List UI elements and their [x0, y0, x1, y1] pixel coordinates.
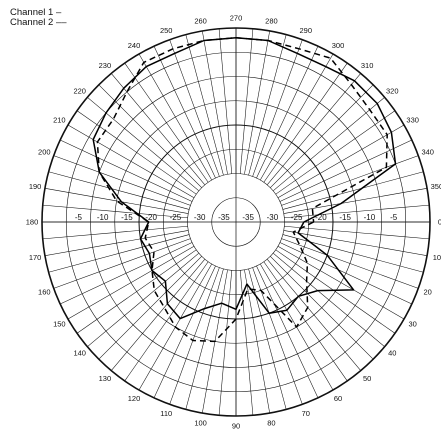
series-line-channel-1 [92, 36, 397, 320]
legend: Channel 1 – Channel 2 –– [10, 8, 67, 28]
radial-tick-label: -35 [242, 213, 254, 222]
grid-ring [90, 76, 382, 368]
angle-tick-label: 230 [99, 61, 112, 70]
radial-tick-label: -15 [121, 213, 133, 222]
grid-ring [65, 51, 407, 393]
legend-entry-channel-1: Channel 1 – [10, 7, 62, 18]
angle-tick-label: 260 [194, 17, 207, 26]
grid-ring [162, 148, 310, 296]
radial-tick-label: -25 [170, 213, 182, 222]
radial-tick-label: -20 [315, 213, 327, 222]
angle-tick-label: 250 [160, 26, 173, 35]
angle-tick-label: 50 [363, 374, 371, 383]
radial-tick-label: -10 [97, 213, 109, 222]
angle-tick-label: 160 [38, 287, 51, 296]
radial-tick-labels: -5 -5 -10 -10 -15 -15 -20 -20 -25 -25 -30 -30 -35 -35 [75, 213, 398, 222]
angle-tick-label: 20 [424, 287, 432, 296]
angle-tick-label: 190 [29, 182, 42, 191]
grid-ring [187, 173, 285, 271]
angle-tick-label: 10 [433, 253, 441, 262]
angle-tick-label: 220 [73, 86, 86, 95]
series-layer [92, 36, 397, 343]
radial-tick-label: -10 [364, 213, 376, 222]
radial-tick-label: -15 [339, 213, 351, 222]
angle-tick-label: 320 [386, 86, 399, 95]
angle-tick-label: 340 [421, 148, 434, 157]
grid-ring [41, 27, 431, 417]
angle-tick-label: 140 [73, 349, 86, 358]
angle-tick-label: 210 [53, 116, 66, 125]
angle-tick-label: 290 [300, 26, 313, 35]
angle-tick-label: 0 [438, 218, 441, 227]
angle-tick-label: 170 [29, 253, 42, 262]
angle-tick-label: 280 [265, 17, 278, 26]
angle-tick-label: 40 [388, 349, 396, 358]
grid-ring [211, 197, 261, 247]
angle-tick-label: 310 [361, 61, 374, 70]
angle-tick-label: 150 [53, 320, 66, 329]
radial-tick-label: -25 [291, 213, 303, 222]
angle-tick-label: 80 [267, 418, 275, 427]
radial-tick-label: -35 [218, 213, 230, 222]
angle-tick-label: 60 [334, 394, 342, 403]
radial-tick-label: -30 [267, 213, 279, 222]
angle-tick-label: 130 [99, 374, 112, 383]
angle-tick-label: 330 [406, 116, 419, 125]
angle-tick-label: 300 [332, 41, 345, 50]
angle-tick-label: 240 [128, 41, 141, 50]
radial-tick-label: -20 [145, 213, 157, 222]
angle-tick-label: 70 [302, 409, 310, 418]
grid-ring [114, 100, 358, 344]
angular-tick-labels: 0 10 20 30 40 50 60 70 80 90 100 110 120 130 140 150 160… [26, 14, 441, 429]
angle-tick-label: 350 [431, 182, 441, 191]
angle-tick-label: 100 [194, 418, 207, 427]
angle-tick-label: 200 [38, 148, 51, 157]
angle-tick-label: 120 [128, 394, 141, 403]
radial-tick-label: -30 [194, 213, 206, 222]
legend-entry-channel-2: Channel 2 –– [10, 17, 67, 28]
radial-tick-label: -5 [390, 213, 398, 222]
angle-tick-label: 270 [230, 14, 243, 23]
angle-tick-label: 180 [26, 218, 39, 227]
angle-tick-label: 110 [160, 409, 172, 418]
radial-tick-label: -5 [75, 213, 83, 222]
polar-grid [41, 27, 431, 417]
series-line-channel-2 [96, 36, 388, 343]
angle-tick-label: 30 [408, 320, 416, 329]
angle-tick-label: 90 [232, 422, 240, 429]
